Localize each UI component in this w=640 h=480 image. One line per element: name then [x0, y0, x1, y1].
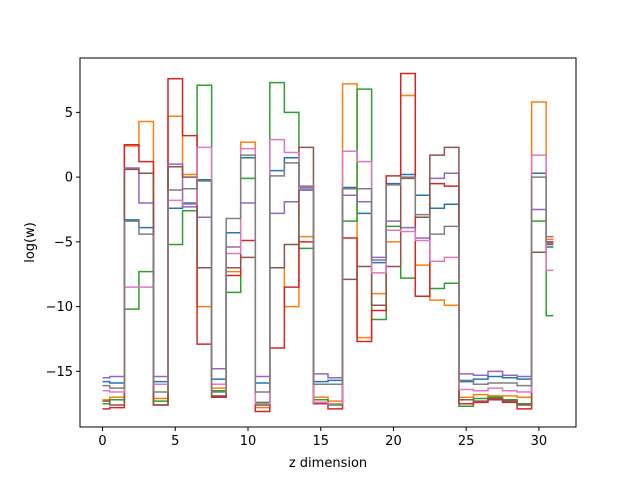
series-line-7: [102, 138, 554, 405]
plot-area-frame: [79, 57, 577, 428]
series-line-4: [102, 72, 554, 413]
x-tick-label: 15: [312, 434, 329, 449]
series-line-8: [102, 154, 554, 393]
y-tick-label: −5: [54, 235, 73, 250]
x-tick-label: 30: [531, 434, 548, 449]
x-tick-label: 5: [171, 434, 179, 449]
y-axis-label: log(w): [23, 222, 38, 263]
y-axis: −15 −10 −5 0 5: [46, 106, 80, 380]
x-tick-label: 0: [98, 434, 106, 449]
x-axis: 0 5 10 15 20 25 30: [98, 427, 547, 449]
x-tick-label: 25: [458, 434, 475, 449]
series-line-5: [102, 163, 554, 379]
x-axis-label: z dimension: [289, 456, 367, 471]
series-line-2: [102, 83, 554, 409]
y-tick-label: 5: [65, 106, 73, 121]
series-line-1: [102, 156, 554, 384]
y-tick-label: −15: [46, 365, 73, 380]
y-tick-label: −10: [46, 300, 73, 315]
x-tick-label: 20: [385, 434, 402, 449]
y-tick-label: 0: [65, 171, 73, 186]
series-layer: [102, 72, 554, 413]
x-tick-label: 10: [240, 434, 257, 449]
